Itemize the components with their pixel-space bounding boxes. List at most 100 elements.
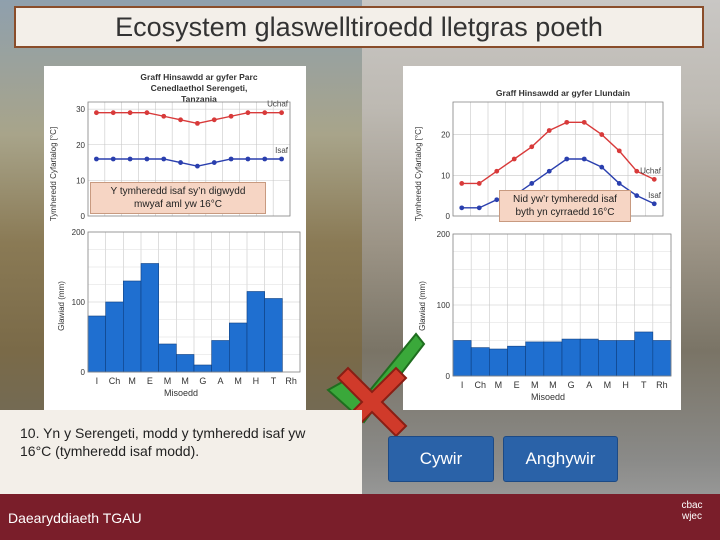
serengeti-rain-xtick-label: A [217, 376, 223, 386]
london-rain-bar [598, 340, 617, 377]
london-rain-xtick-label: G [568, 380, 575, 390]
serengeti-temp-plot-frame [87, 101, 291, 217]
london-rain-bar [507, 345, 526, 377]
serengeti-rain-ytick-label: 200 [72, 228, 86, 237]
serengeti-rain-ytick-label: 0 [81, 368, 86, 377]
serengeti-temp-series-point [178, 117, 183, 123]
serengeti-rain-xtick-label: M [181, 376, 189, 386]
london-temp-series-label: Isaf [648, 191, 662, 200]
london-temp-series-point [616, 181, 622, 186]
serengeti-chart-title: Graff Hinsawdd ar gyfer Parc Cenedlaetho… [140, 72, 258, 104]
serengeti-rain-bar [105, 301, 124, 373]
serengeti-rain-bar [87, 315, 106, 373]
london-rain-xtick-label: M [495, 380, 503, 390]
london-temp-series-point [511, 156, 517, 162]
london-rain-xtick-label: M [531, 380, 539, 390]
serengeti-rain-bar [211, 340, 230, 373]
serengeti-rain-xlabel: Misoedd [164, 388, 198, 398]
london-temp-series-point [459, 205, 465, 211]
serengeti-rain-xtick-label: I [96, 376, 99, 386]
london-rain-xtick-label: T [641, 380, 647, 390]
london-temp-ytick-label: 20 [441, 131, 450, 140]
london-temp-series-point [599, 164, 605, 170]
london-temp-series-point [529, 181, 535, 186]
serengeti-temp-ytick-label: 20 [76, 141, 85, 150]
serengeti-temp-series-point [110, 156, 116, 162]
serengeti-rain-xtick-label: Rh [285, 376, 297, 386]
london-chart-title: Graff Hinsawdd ar gyfer Llundain [495, 88, 631, 98]
logo-line-cbac: cbac [681, 500, 703, 511]
serengeti-temp-series-line [96, 111, 282, 125]
london-chart-svg: Tymheredd Cyfartalog [°C] Glawiad (mm) M… [414, 101, 672, 402]
london-rain-xtick-label: Ch [474, 380, 486, 390]
london-rain-bar [489, 348, 508, 377]
london-temp-series-point [546, 168, 552, 174]
serengeti-rain-xtick-label: E [147, 376, 153, 386]
serengeti-temp-ytick-label: 0 [81, 212, 86, 221]
serengeti-temp-series-label: Isaf [275, 146, 289, 155]
serengeti-rain-bar [229, 322, 248, 373]
serengeti-temp-series-point [110, 110, 116, 116]
serengeti-rain-bar [140, 263, 159, 373]
london-rain-ytick-label: 0 [446, 372, 451, 381]
serengeti-temp-series-point [195, 120, 200, 126]
serengeti-temp-series-point [127, 156, 133, 162]
serengeti-callout: Y tymheredd isaf sy’n digwydd mwyaf aml … [90, 182, 266, 214]
wjec-logo: cbac wjec [674, 500, 710, 534]
london-temp-ytick-label: 10 [441, 171, 450, 180]
london-temp-series-line [461, 158, 655, 209]
london-rain-bar [452, 340, 472, 377]
london-temp-series-point [616, 148, 622, 154]
serengeti-temp-series-point [279, 110, 284, 116]
incorrect-button[interactable]: Anghywir [503, 436, 618, 482]
london-temp-ytick-label: 0 [446, 212, 451, 221]
serengeti-temp-series-point [127, 110, 133, 116]
serengeti-temp-series-line [96, 158, 282, 167]
serengeti-temp-series-point [262, 110, 268, 116]
serengeti-temp-ylabel: Tymheredd Cyfartalog [°C] [49, 127, 58, 221]
london-rain-ytick-label: 100 [437, 301, 451, 310]
london-rain-bar [470, 347, 490, 377]
serengeti-temp-series-point [161, 113, 167, 119]
serengeti-temp-series-point [245, 110, 251, 116]
london-rain-xtick-label: M [604, 380, 612, 390]
serengeti-rain-plot-frame [87, 231, 301, 373]
serengeti-temp-series-point [144, 110, 150, 116]
london-temp-series-point [651, 176, 657, 182]
london-temp-series-point [581, 119, 587, 125]
serengeti-temp-series-point [195, 163, 200, 169]
serengeti-temp-series-point [228, 156, 234, 162]
footer-bar: Daearyddiaeth TGAU cbac wjec [0, 494, 720, 540]
serengeti-temp-series-label: Uchaf [267, 100, 289, 109]
london-rain-ylabel: Glawiad (mm) [418, 281, 427, 331]
serengeti-rain-xtick-label: M [164, 376, 172, 386]
serengeti-temp-series-point [211, 117, 217, 123]
serengeti-temp-ytick-label: 30 [76, 105, 85, 114]
london-temp-ylabel: Tymheredd Cyfartalog [°C] [414, 127, 423, 221]
london-temp-series-point [459, 181, 465, 186]
london-rain-xtick-label: E [514, 380, 520, 390]
london-rain-xtick-label: Rh [656, 380, 668, 390]
london-rain-bar [543, 341, 563, 377]
serengeti-temp-series-point [94, 110, 99, 116]
london-rain-bar [652, 340, 672, 377]
london-temp-series-point [599, 132, 605, 137]
serengeti-rain-xtick-label: M [234, 376, 242, 386]
serengeti-rain-ylabel: Glawiad (mm) [57, 281, 66, 331]
serengeti-temp-series-point [245, 156, 251, 162]
london-temp-series-point [581, 156, 587, 162]
question-box: 10. Yn y Serengeti, modd y tymheredd isa… [0, 410, 362, 494]
serengeti-rain-bar [158, 343, 177, 373]
london-callout: Nid yw’r tymheredd isaf byth yn cyrraedd… [499, 190, 631, 222]
correct-button[interactable]: Cywir [388, 436, 494, 482]
london-temp-series-point [651, 201, 657, 207]
logo-line-wjec: wjec [681, 511, 702, 522]
serengeti-temp-series-point [161, 156, 167, 162]
serengeti-temp-series-point [228, 113, 234, 119]
serengeti-temp-series-point [279, 156, 284, 162]
london-temp-series-point [564, 119, 570, 125]
serengeti-rain-xtick-label: M [128, 376, 136, 386]
london-temp-series-point [476, 181, 482, 186]
serengeti-rain-xtick-label: G [199, 376, 206, 386]
london-rain-bar [525, 341, 545, 377]
